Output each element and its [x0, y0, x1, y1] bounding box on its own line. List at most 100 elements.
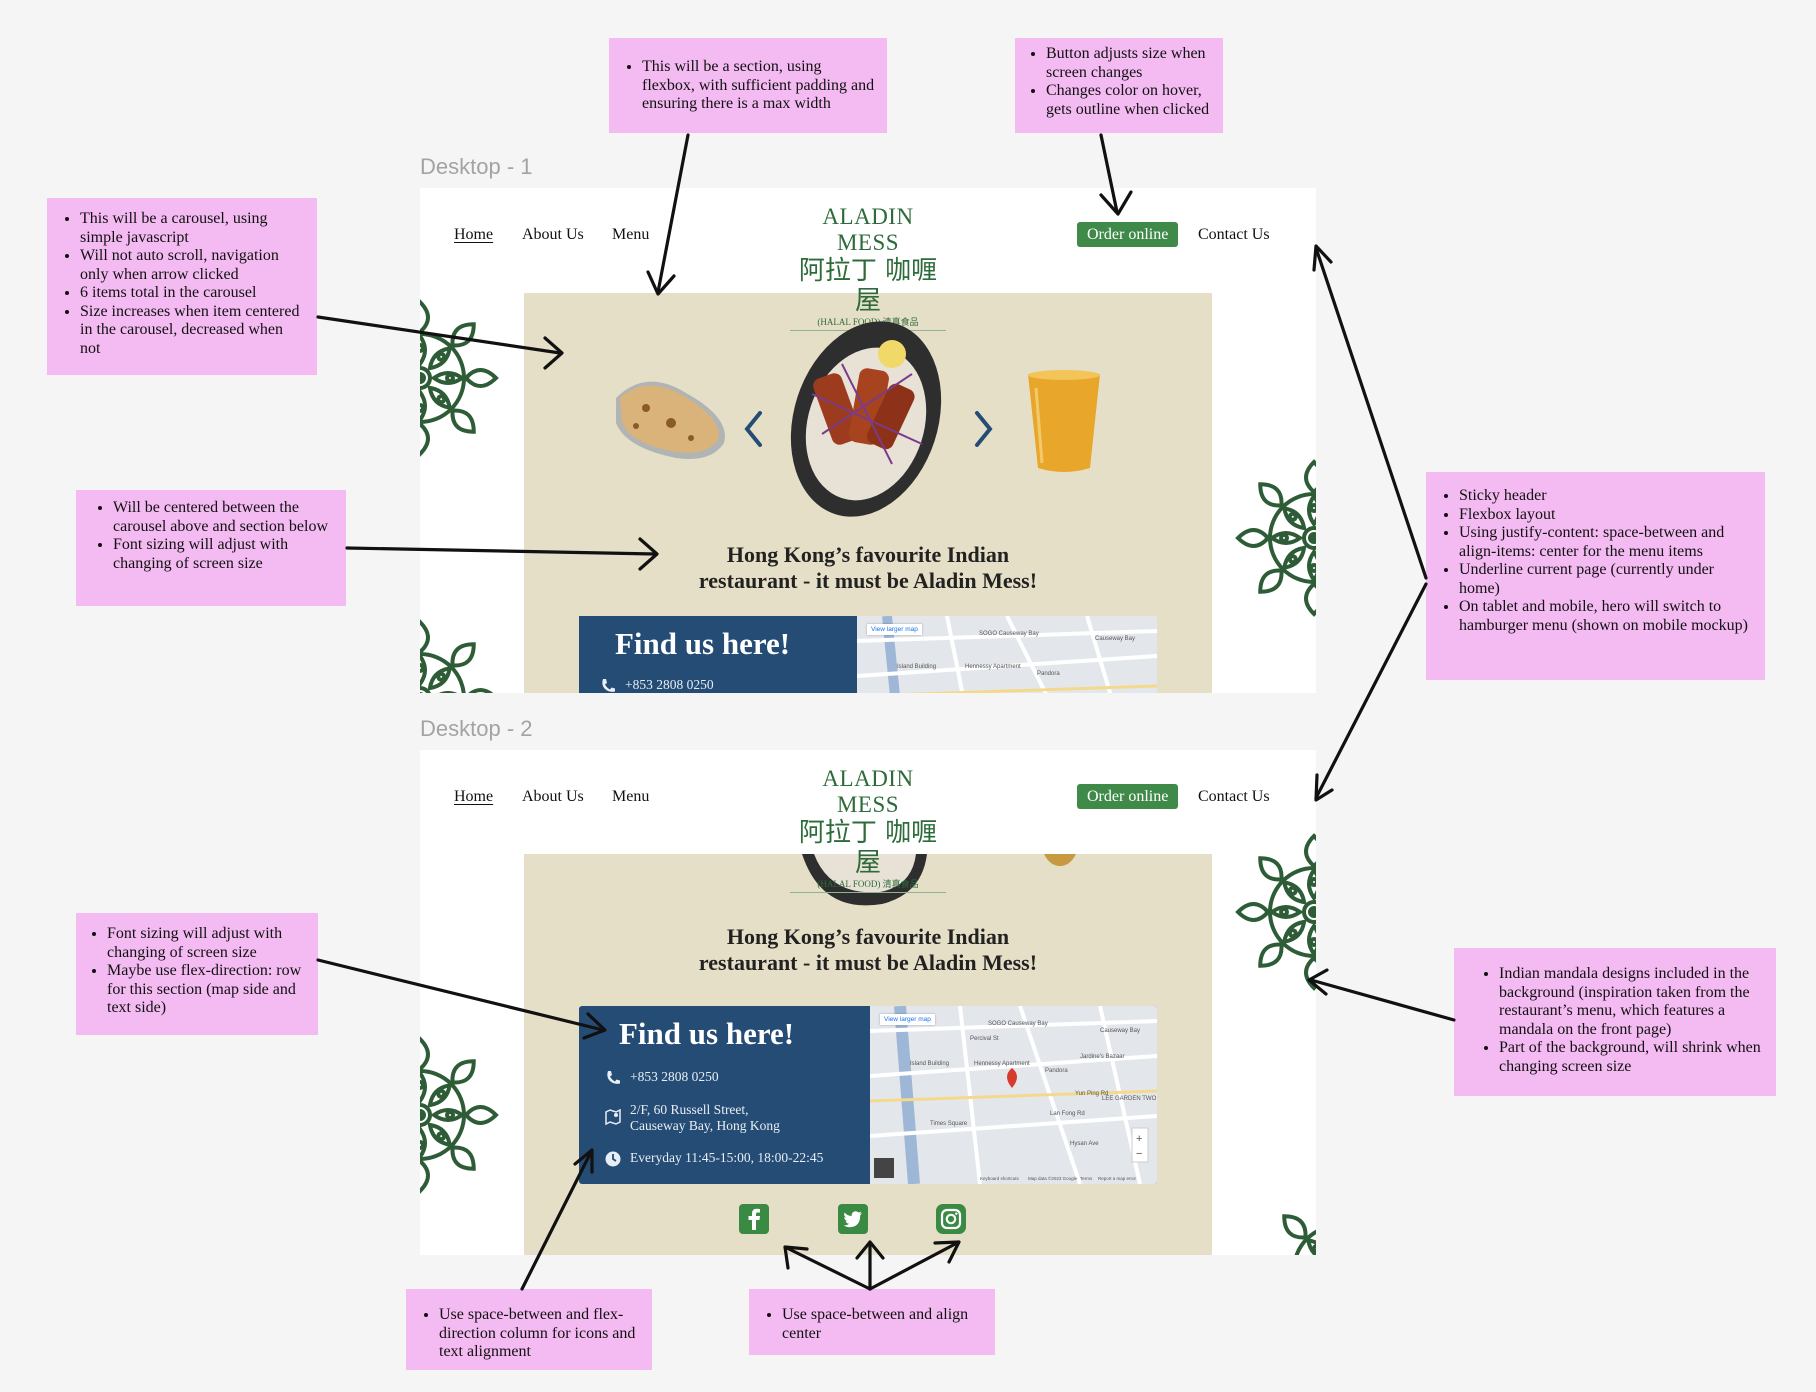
note-bullet: Changes color on hover, gets outline whe…: [1046, 82, 1215, 119]
map-label: Island Building: [897, 664, 937, 670]
logo[interactable]: ALADIN MESS 阿拉丁 咖喱屋 (HALAL FOOD) 清真食品: [790, 204, 946, 331]
facebook-icon: [748, 1208, 760, 1230]
map-label: Report a map error: [1098, 1176, 1137, 1181]
note-icons: Use space-between and flex-direction col…: [406, 1289, 652, 1370]
nav-contact-link[interactable]: Contact Us: [1198, 788, 1270, 805]
address-text: 2/F, 60 Russell Street, Causeway Bay, Ho…: [630, 1102, 780, 1134]
map-icon: [605, 1108, 621, 1126]
note-bullet: Underline current page (currently under …: [1459, 561, 1755, 598]
map-label: LEE GARDEN TWO: [1102, 1096, 1157, 1102]
note-bullet: Will not auto scroll, navigation only wh…: [80, 247, 307, 284]
address-line-2: Causeway Bay, Hong Kong: [630, 1118, 780, 1133]
facebook-link[interactable]: [739, 1204, 769, 1234]
tagline: Hong Kong’s favourite Indian restaurant …: [668, 542, 1068, 594]
nav-menu-link[interactable]: Menu: [612, 788, 650, 805]
instagram-link[interactable]: [936, 1204, 966, 1234]
note-bullet: Will be centered between the carousel ab…: [113, 499, 336, 536]
logo-zh: 阿拉丁 咖喱屋: [798, 818, 938, 878]
map-label: Keyboard shortcuts: [980, 1176, 1019, 1181]
mandala-decoration-icon: [420, 1035, 500, 1195]
carousel-prev-arrow-icon[interactable]: [742, 410, 764, 448]
tagline: Hong Kong’s favourite Indian restaurant …: [658, 924, 1078, 976]
map-embed[interactable]: + − View larger map SOGO Causeway Bay Ca…: [870, 1006, 1157, 1184]
carousel-item-lassi[interactable]: [1024, 368, 1104, 478]
address-line-1: 2/F, 60 Russell Street,: [630, 1102, 749, 1117]
order-online-button[interactable]: Order online: [1077, 222, 1179, 247]
svg-text:−: −: [1136, 1148, 1142, 1160]
nav-contact-link[interactable]: Contact Us: [1198, 226, 1270, 243]
map-label: Lan Fong Rd: [1050, 1111, 1085, 1117]
note-button: Button adjusts size when screen changesC…: [1015, 38, 1223, 133]
tagline-line-1: Hong Kong’s favourite Indian: [726, 924, 1010, 949]
note-bullet: Part of the background, will shrink when…: [1499, 1039, 1766, 1076]
note-bullet: Use space-between and flex-direction col…: [439, 1306, 642, 1362]
hours-text: Everyday 11:45-15:00, 18:00-22:45: [630, 1150, 824, 1165]
note-header: Sticky headerFlexbox layoutUsing justify…: [1426, 472, 1765, 680]
note-bullet: Button adjusts size when screen changes: [1046, 45, 1215, 82]
note-bullet: Font sizing will adjust with changing of…: [113, 536, 336, 573]
twitter-link[interactable]: [838, 1204, 868, 1234]
map-label: Yun Ping Rd: [1075, 1091, 1109, 1097]
twitter-icon: [843, 1211, 862, 1228]
map-label: Map data ©2023 Google: [1028, 1176, 1078, 1181]
desktop-1-frame: Home About Us Menu ALADIN MESS 阿拉丁 咖喱屋 (…: [420, 188, 1316, 693]
note-bullet: This will be a section, using flexbox, w…: [642, 58, 877, 114]
find-us-section: Find us here! +853 2808 0250 View larger…: [579, 616, 1157, 693]
nav-about-link[interactable]: About Us: [522, 788, 584, 805]
note-carousel: This will be a carousel, using simple ja…: [47, 198, 317, 375]
mandala-decoration-icon: [1258, 1190, 1316, 1255]
note-bullet: Flexbox layout: [1459, 506, 1755, 525]
carousel-next-arrow-icon[interactable]: [973, 410, 995, 448]
note-tagline: Will be centered between the carousel ab…: [76, 490, 346, 606]
map-label: Terms: [1080, 1176, 1093, 1181]
map-label: Times Square: [930, 1121, 968, 1127]
order-online-button[interactable]: Order online: [1077, 784, 1179, 809]
map-label: SOGO Causeway Bay: [979, 631, 1039, 637]
map-label: Causeway Bay: [1095, 636, 1136, 642]
carousel-item-lassi: [1044, 854, 1076, 866]
map-label: Percival St: [970, 1036, 999, 1042]
carousel-item-kebab[interactable]: [782, 314, 950, 524]
nav-home-link[interactable]: Home: [454, 788, 494, 805]
logo-en: ALADIN MESS: [822, 204, 914, 255]
note-bullet: Indian mandala designs included in the b…: [1499, 965, 1766, 1039]
nav-about-link[interactable]: About Us: [522, 226, 584, 243]
map-label: Pandora: [1045, 1068, 1068, 1074]
nav-menu-link[interactable]: Menu: [612, 226, 650, 243]
frame-label-desktop-1: Desktop - 1: [420, 154, 533, 179]
note-bullet: Font sizing will adjust with changing of…: [107, 925, 310, 962]
logo[interactable]: ALADIN MESS 阿拉丁 咖喱屋 (HALAL FOOD) 清真食品: [790, 766, 946, 893]
note-bullet: 6 items total in the carousel: [80, 284, 307, 303]
note-bullet: On tablet and mobile, hero will switch t…: [1459, 598, 1755, 635]
find-us-section: Find us here! +853 2808 0250 2/F, 60 Rus…: [579, 1006, 1157, 1184]
tagline-line-2: restaurant - it must be Aladin Mess!: [698, 950, 1038, 975]
desktop-2-frame: Home About Us Menu ALADIN MESS 阿拉丁 咖喱屋 (…: [420, 750, 1316, 1255]
note-bullet: Maybe use flex-direction: row for this s…: [107, 962, 310, 1018]
note-bullet: Sticky header: [1459, 487, 1755, 506]
map-label: Jardine's Bazaar: [1080, 1054, 1125, 1060]
map-label: Hysan Ave: [1070, 1141, 1099, 1147]
map-label: Hennessy Apartment: [974, 1061, 1030, 1067]
map-label: SOGO Causeway Bay: [988, 1021, 1048, 1027]
phone-text: +853 2808 0250: [625, 677, 714, 692]
svg-text:+: +: [1136, 1133, 1142, 1145]
view-larger-map-link[interactable]: View larger map: [867, 624, 922, 635]
mandala-decoration-icon: [420, 618, 500, 693]
note-findus: Font sizing will adjust with changing of…: [76, 913, 318, 1035]
carousel-item-naan[interactable]: [606, 368, 732, 468]
map-embed[interactable]: View larger map SOGO Causeway Bay Causew…: [857, 616, 1157, 693]
map-label: Hennessy Apartment: [965, 664, 1021, 670]
view-larger-map-link[interactable]: View larger map: [880, 1014, 935, 1025]
clock-icon: [605, 1151, 621, 1167]
nav-home-link[interactable]: Home: [454, 226, 494, 243]
map-label: Pandora: [1037, 671, 1060, 677]
note-bullet: Use space-between and align center: [782, 1306, 985, 1343]
logo-halal: (HALAL FOOD) 清真食品: [817, 317, 919, 327]
phone-text: +853 2808 0250: [630, 1069, 719, 1084]
mandala-decoration-icon: [1234, 832, 1316, 992]
mandala-decoration-icon: [1234, 458, 1316, 618]
note-bullet: Size increases when item centered in the…: [80, 303, 307, 359]
logo-zh: 阿拉丁 咖喱屋: [798, 256, 938, 316]
note-bullet: This will be a carousel, using simple ja…: [80, 210, 307, 247]
tagline-line-2: restaurant - it must be Aladin Mess!: [698, 568, 1038, 593]
